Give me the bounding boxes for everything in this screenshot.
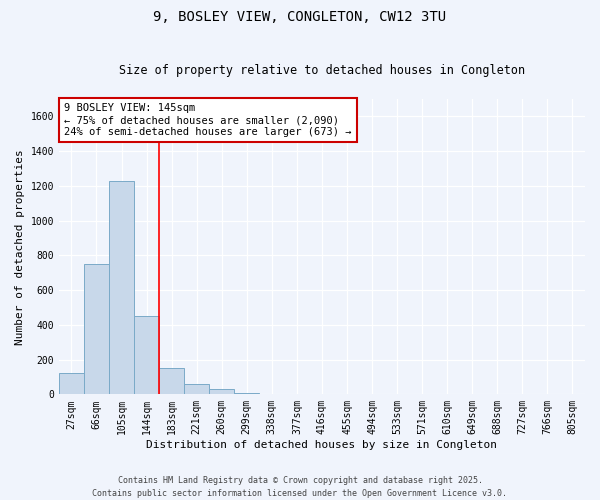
Bar xyxy=(184,384,209,394)
Bar xyxy=(134,316,159,394)
Bar xyxy=(109,180,134,394)
Y-axis label: Number of detached properties: Number of detached properties xyxy=(15,149,25,344)
X-axis label: Distribution of detached houses by size in Congleton: Distribution of detached houses by size … xyxy=(146,440,497,450)
Text: 9, BOSLEY VIEW, CONGLETON, CW12 3TU: 9, BOSLEY VIEW, CONGLETON, CW12 3TU xyxy=(154,10,446,24)
Bar xyxy=(234,392,259,394)
Title: Size of property relative to detached houses in Congleton: Size of property relative to detached ho… xyxy=(119,64,525,77)
Bar xyxy=(59,374,84,394)
Bar xyxy=(84,264,109,394)
Bar xyxy=(209,389,234,394)
Text: 9 BOSLEY VIEW: 145sqm
← 75% of detached houses are smaller (2,090)
24% of semi-d: 9 BOSLEY VIEW: 145sqm ← 75% of detached … xyxy=(64,104,352,136)
Bar xyxy=(159,368,184,394)
Text: Contains HM Land Registry data © Crown copyright and database right 2025.
Contai: Contains HM Land Registry data © Crown c… xyxy=(92,476,508,498)
